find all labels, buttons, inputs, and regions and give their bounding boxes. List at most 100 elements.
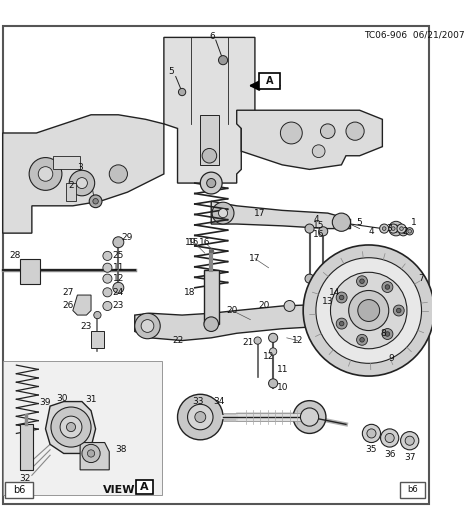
FancyBboxPatch shape: [258, 73, 281, 89]
Polygon shape: [53, 156, 80, 170]
FancyBboxPatch shape: [136, 480, 153, 494]
Circle shape: [397, 224, 406, 233]
Circle shape: [69, 170, 95, 196]
Circle shape: [254, 337, 261, 344]
Circle shape: [103, 288, 112, 297]
Circle shape: [316, 258, 421, 364]
Circle shape: [269, 379, 278, 388]
Circle shape: [380, 224, 389, 233]
Circle shape: [349, 290, 389, 331]
Polygon shape: [73, 295, 91, 315]
Circle shape: [219, 208, 228, 218]
Circle shape: [94, 312, 101, 319]
Circle shape: [89, 195, 102, 208]
Circle shape: [339, 321, 344, 326]
Text: 29: 29: [122, 233, 133, 242]
Text: 8: 8: [381, 329, 386, 338]
Text: 5: 5: [168, 67, 174, 76]
Text: 15: 15: [188, 238, 200, 247]
Circle shape: [400, 227, 403, 231]
Circle shape: [385, 285, 390, 289]
Circle shape: [60, 416, 82, 438]
Text: 11: 11: [276, 365, 288, 374]
Circle shape: [135, 313, 160, 339]
Text: 18: 18: [183, 288, 195, 297]
Text: A: A: [139, 482, 148, 492]
Text: 3: 3: [386, 224, 392, 233]
Circle shape: [103, 251, 112, 260]
Circle shape: [381, 429, 399, 447]
Text: 26: 26: [63, 302, 74, 311]
Circle shape: [382, 281, 393, 293]
Circle shape: [207, 179, 216, 188]
Circle shape: [389, 224, 398, 233]
Circle shape: [305, 224, 314, 233]
Text: 20: 20: [258, 302, 270, 311]
Circle shape: [360, 338, 365, 342]
Circle shape: [408, 229, 411, 233]
FancyBboxPatch shape: [400, 482, 425, 498]
Text: VIEW: VIEW: [103, 485, 136, 495]
Text: 36: 36: [384, 450, 395, 459]
Circle shape: [393, 305, 404, 316]
Circle shape: [269, 333, 278, 342]
Text: 19: 19: [185, 238, 197, 247]
Circle shape: [284, 301, 295, 312]
Circle shape: [389, 222, 403, 236]
Circle shape: [178, 394, 223, 440]
Circle shape: [367, 429, 376, 438]
Text: 24: 24: [113, 288, 124, 297]
Text: 12: 12: [292, 336, 303, 345]
Circle shape: [360, 279, 365, 284]
Circle shape: [305, 274, 314, 283]
Circle shape: [320, 124, 335, 138]
Circle shape: [66, 422, 75, 431]
Circle shape: [346, 122, 364, 140]
Circle shape: [109, 165, 128, 183]
Circle shape: [319, 276, 328, 285]
Circle shape: [303, 245, 434, 376]
Circle shape: [406, 228, 413, 235]
Circle shape: [382, 329, 393, 339]
Circle shape: [339, 295, 344, 300]
Text: 17: 17: [249, 254, 261, 263]
Polygon shape: [211, 201, 350, 228]
Polygon shape: [201, 115, 219, 165]
Circle shape: [38, 166, 53, 181]
Text: 3: 3: [77, 163, 83, 172]
Circle shape: [103, 302, 112, 311]
Text: 34: 34: [213, 397, 224, 406]
Circle shape: [195, 412, 206, 422]
Text: 20: 20: [227, 306, 238, 315]
Text: 10: 10: [276, 383, 288, 392]
Circle shape: [332, 304, 350, 322]
Text: 16: 16: [313, 231, 324, 240]
Circle shape: [385, 332, 390, 336]
Text: b6: b6: [407, 485, 418, 494]
Circle shape: [281, 122, 302, 144]
Polygon shape: [20, 259, 40, 284]
Circle shape: [219, 56, 228, 65]
Text: 35: 35: [366, 445, 377, 454]
Circle shape: [293, 401, 326, 434]
Circle shape: [332, 213, 350, 231]
Circle shape: [212, 202, 234, 224]
Polygon shape: [237, 110, 383, 170]
Text: 16: 16: [199, 238, 210, 247]
Circle shape: [204, 317, 219, 331]
Circle shape: [103, 274, 112, 283]
Text: 27: 27: [63, 288, 74, 297]
Text: 2: 2: [68, 181, 74, 190]
Text: 9: 9: [389, 354, 394, 363]
Circle shape: [113, 237, 124, 248]
Text: 32: 32: [19, 474, 30, 483]
FancyBboxPatch shape: [6, 482, 33, 498]
Circle shape: [113, 282, 124, 293]
Circle shape: [383, 227, 386, 231]
Circle shape: [330, 272, 407, 349]
Circle shape: [392, 225, 400, 232]
Circle shape: [141, 320, 154, 332]
Polygon shape: [46, 402, 96, 454]
Circle shape: [356, 334, 367, 345]
Polygon shape: [3, 26, 429, 503]
